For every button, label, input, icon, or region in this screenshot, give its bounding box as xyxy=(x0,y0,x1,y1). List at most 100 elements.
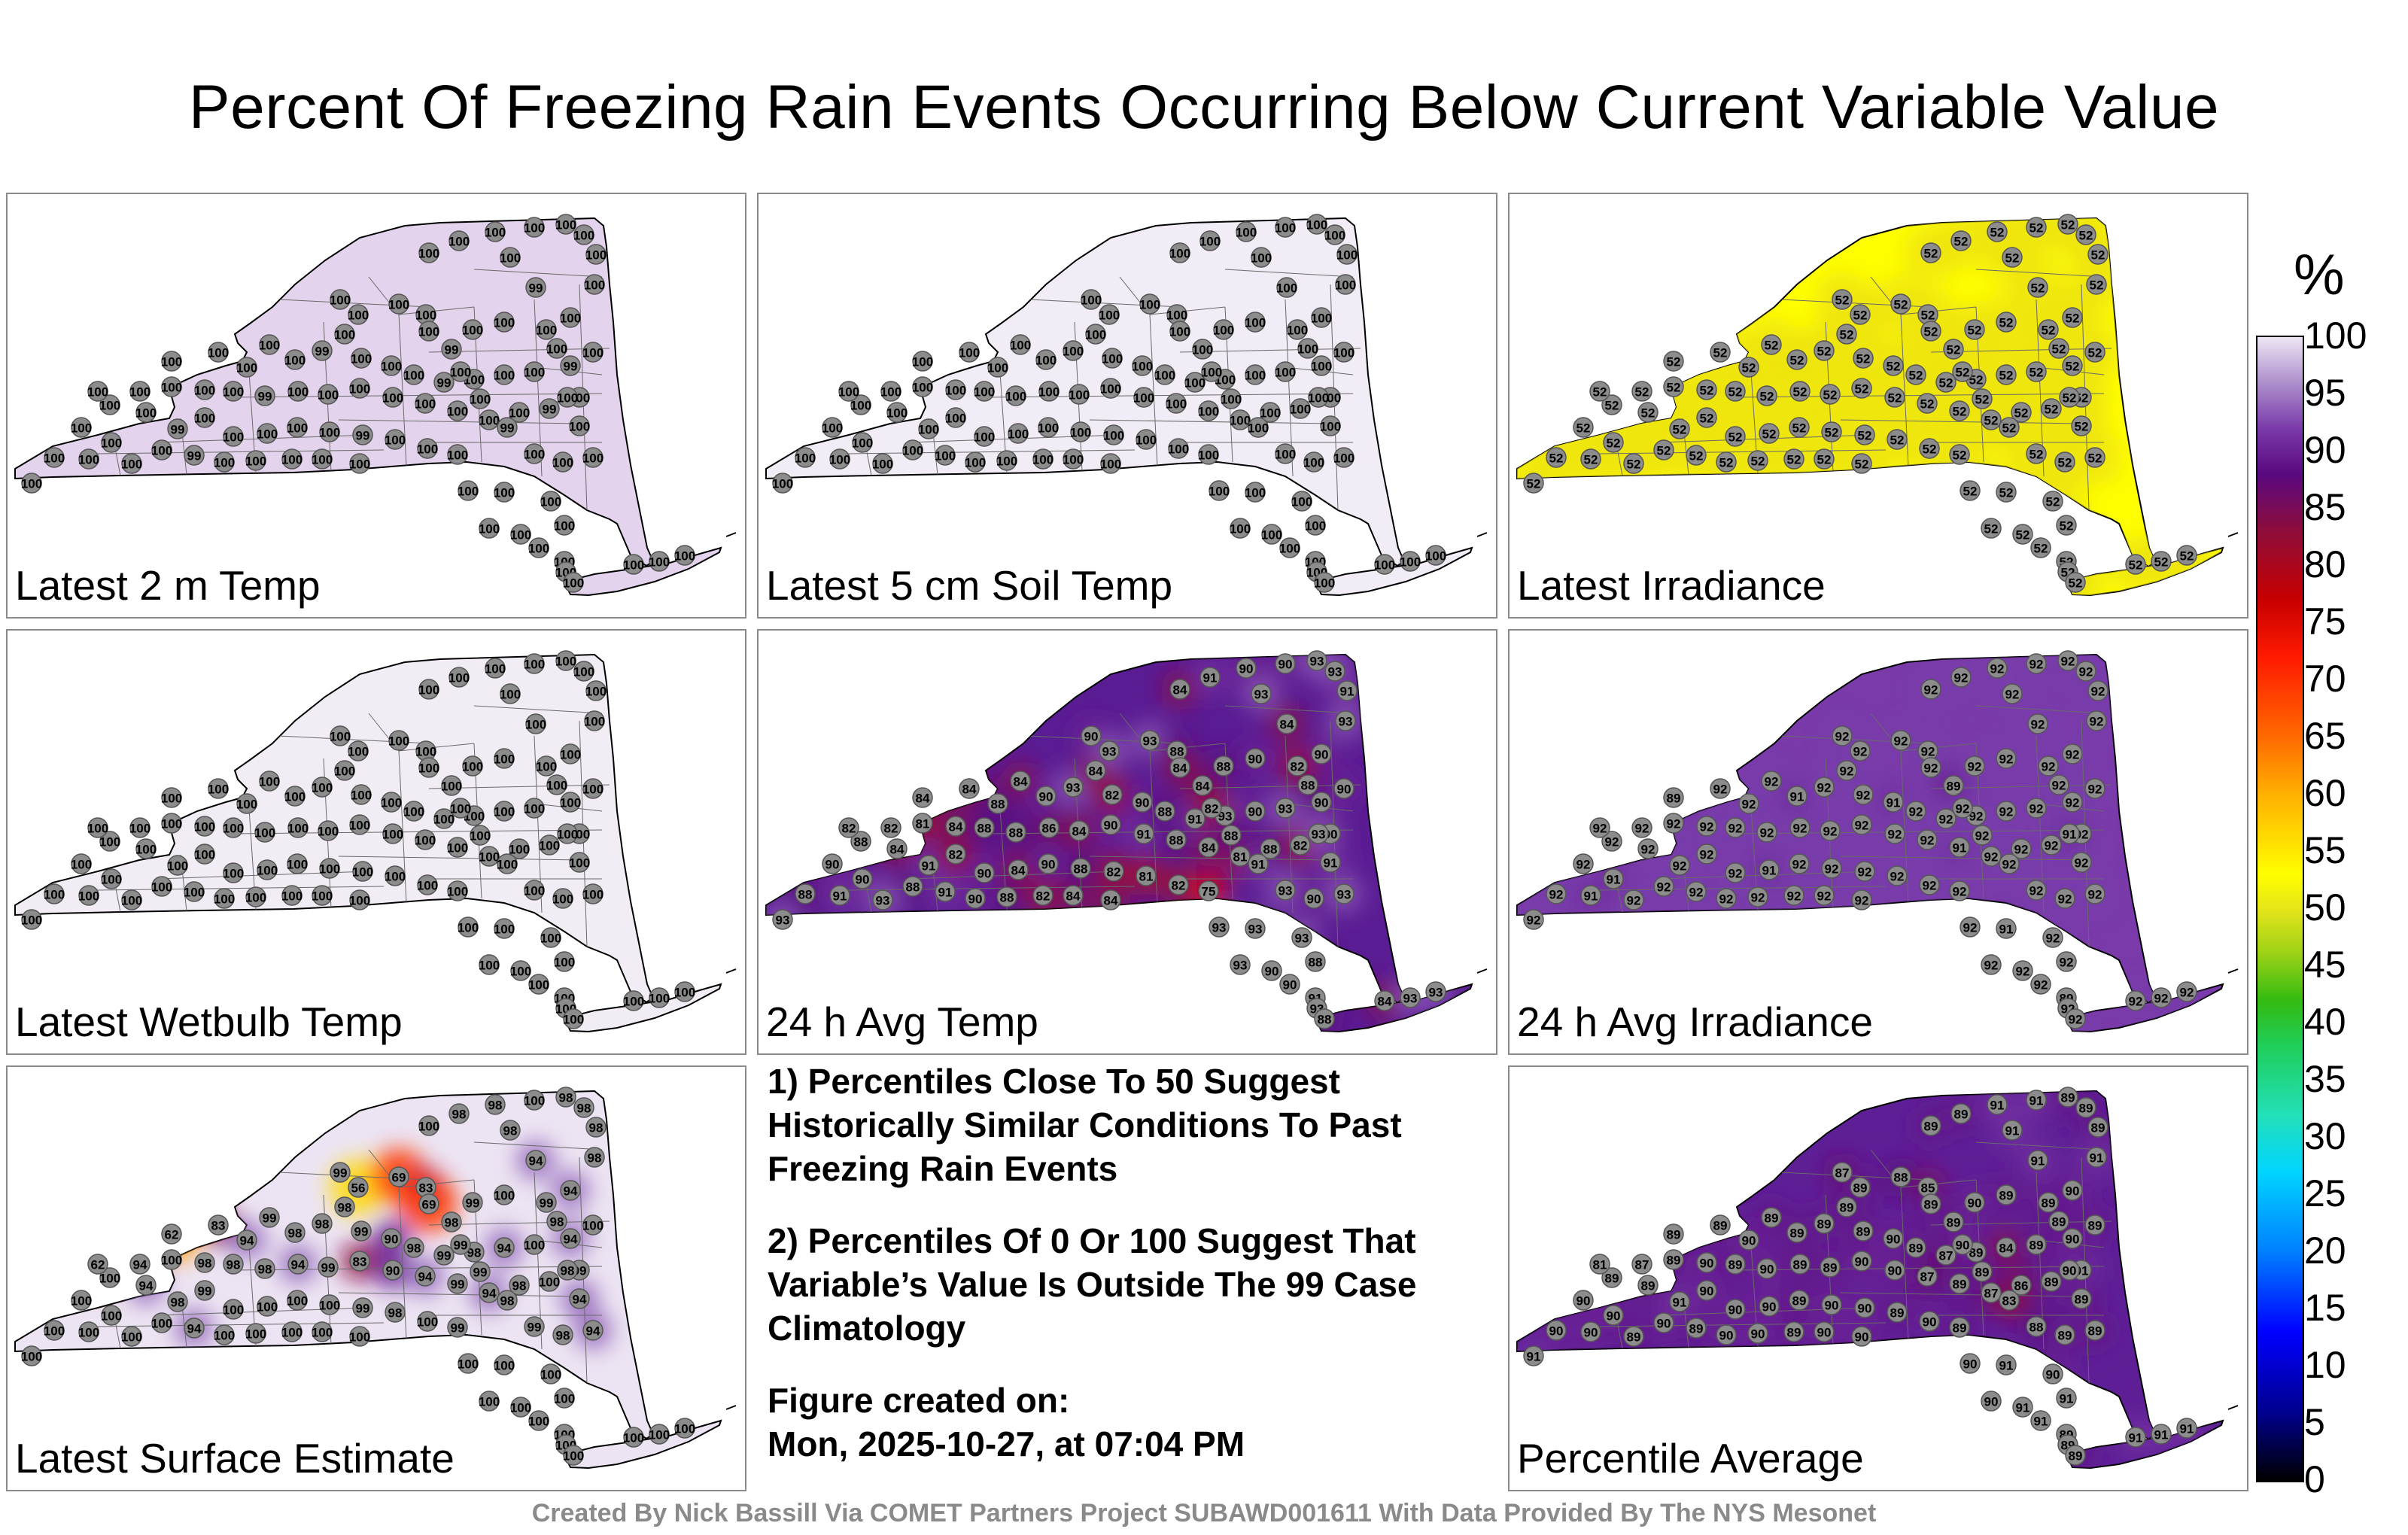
station-value: 89 xyxy=(2029,1239,2044,1253)
station-value: 52 xyxy=(2180,549,2194,564)
station-marker: 94 xyxy=(569,1288,590,1309)
station-value: 100 xyxy=(418,247,439,261)
station-dot xyxy=(1213,755,1234,777)
station-marker: 100 xyxy=(1290,398,1311,419)
station-marker: 100 xyxy=(886,402,908,423)
station-dot xyxy=(850,831,871,852)
colorbar-tick-label: 15 xyxy=(2304,1287,2346,1329)
station-dot xyxy=(1589,1254,1610,1275)
station-value: 52 xyxy=(2046,495,2060,509)
station-dot xyxy=(1631,381,1652,402)
station-dot xyxy=(974,817,995,838)
offshore-marker xyxy=(725,532,737,537)
station-value: 52 xyxy=(1924,247,1938,261)
station-value: 100 xyxy=(287,822,309,836)
station-value: 90 xyxy=(1984,1395,1999,1409)
county-line xyxy=(1119,276,1226,315)
station-marker: 88 xyxy=(974,817,995,838)
station-value: 52 xyxy=(2042,324,2056,338)
station-value: 98 xyxy=(550,1215,564,1230)
station-dot xyxy=(1010,771,1031,792)
station-marker: 100 xyxy=(418,757,439,778)
station-value: 100 xyxy=(569,856,590,871)
station-marker: 100 xyxy=(151,876,172,897)
station-value: 91 xyxy=(2180,1422,2194,1436)
station-marker: 100 xyxy=(99,394,120,415)
station-dot xyxy=(1275,217,1296,238)
station-dot xyxy=(546,1211,567,1232)
station-dot xyxy=(2054,888,2075,909)
station-value: 100 xyxy=(479,1395,500,1409)
station-value: 93 xyxy=(1218,810,1233,824)
station-value: 100 xyxy=(381,360,402,374)
station-dot xyxy=(236,793,257,814)
station-marker: 100 xyxy=(494,918,515,939)
station-marker: 93 xyxy=(1306,650,1327,671)
station-marker: 92 xyxy=(1696,816,1717,837)
station-dot xyxy=(510,1397,531,1418)
station-value: 100 xyxy=(872,457,893,472)
station-value: 100 xyxy=(1184,376,1206,391)
station-dot xyxy=(1010,334,1031,355)
station-value: 98 xyxy=(315,1217,330,1232)
station-marker: 100 xyxy=(388,730,409,751)
station-dot xyxy=(1305,515,1326,536)
station-value: 98 xyxy=(227,1258,241,1272)
station-marker: 100 xyxy=(236,357,257,378)
station-dot xyxy=(902,439,923,460)
station-value: 100 xyxy=(121,894,142,908)
station-marker: 100 xyxy=(1102,348,1123,369)
station-marker: 100 xyxy=(494,482,515,503)
station-value: 92 xyxy=(1894,734,1908,749)
station-marker: 92 xyxy=(2087,680,2109,701)
station-value: 84 xyxy=(1999,1242,2014,1256)
station-marker: 100 xyxy=(1038,417,1059,438)
station-dot xyxy=(1663,351,1684,372)
station-value: 84 xyxy=(890,843,905,857)
station-value: 89 xyxy=(1840,1201,1854,1215)
station-marker: 52 xyxy=(1950,230,1972,251)
station-dot xyxy=(1400,987,1421,1008)
station-dot xyxy=(2065,1445,2086,1466)
station-marker: 100 xyxy=(500,247,521,268)
station-dot xyxy=(1245,364,1266,385)
station-value: 92 xyxy=(1924,761,1938,776)
station-dot xyxy=(403,801,424,822)
station-dot xyxy=(194,816,215,837)
station-dot xyxy=(21,473,42,494)
station-dot xyxy=(1710,1214,1731,1236)
station-value: 100 xyxy=(447,841,468,856)
station-value: 100 xyxy=(1198,448,1219,463)
station-dot xyxy=(524,880,545,901)
station-marker: 52 xyxy=(1789,417,1810,438)
station-dot xyxy=(1324,224,1345,245)
station-value: 100 xyxy=(510,1401,531,1415)
station-value: 90 xyxy=(825,858,840,872)
station-value: 90 xyxy=(1700,1257,1714,1271)
station-value: 91 xyxy=(922,859,936,874)
station-value: 90 xyxy=(2063,1264,2077,1278)
station-value: 91 xyxy=(2005,1124,2020,1138)
station-value: 89 xyxy=(1823,1261,1838,1275)
station-dot xyxy=(1245,748,1266,769)
station-dot xyxy=(2062,743,2083,764)
station-value: 100 xyxy=(330,293,351,308)
station-dot xyxy=(236,357,257,378)
station-marker: 92 xyxy=(1820,820,1841,841)
station-value: 52 xyxy=(2066,312,2080,326)
station-marker: 90 xyxy=(1756,1258,1777,1279)
station-marker: 100 xyxy=(245,450,266,471)
station-value: 88 xyxy=(1170,745,1184,759)
station-value: 100 xyxy=(1279,542,1300,556)
station-value: 84 xyxy=(949,820,963,834)
station-dot xyxy=(1920,1115,1941,1136)
station-marker: 100 xyxy=(494,748,515,769)
station-dot xyxy=(319,421,340,442)
station-dot xyxy=(974,426,995,447)
station-marker: 86 xyxy=(1038,817,1060,838)
station-dot xyxy=(1136,429,1157,450)
station-dot xyxy=(1631,817,1652,838)
station-value: 100 xyxy=(1201,366,1222,380)
station-value: 87 xyxy=(1939,1249,1953,1263)
station-value: 100 xyxy=(1230,414,1251,428)
